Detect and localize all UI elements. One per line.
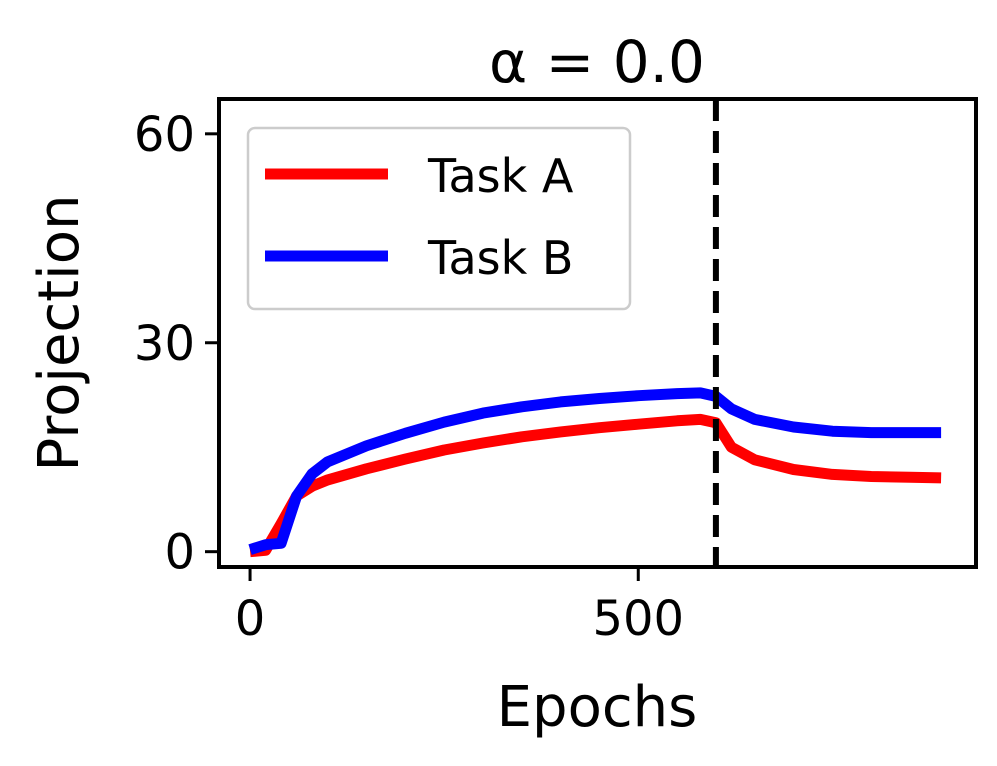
x-axis-label: Epochs [497,675,698,740]
y-tick-label: 60 [134,107,195,163]
x-tick-label: 0 [235,591,266,647]
axis-ticks: 0 500 0 30 60 [134,107,684,647]
series-layer [248,387,942,558]
legend-label-task-a: Task A [427,149,574,203]
legend-label-task-b: Task B [427,231,573,285]
series-line-task-b [248,387,942,555]
y-tick-label: 0 [164,525,195,581]
y-axis-label: Projection [27,195,92,472]
plot-area-frame [217,97,978,569]
x-tick-label: 500 [592,591,684,647]
y-tick-label: 30 [134,316,195,372]
legend: Task A Task B [246,126,632,311]
series-line-task-a [249,413,942,558]
chart-title: α = 0.0 [489,28,705,96]
